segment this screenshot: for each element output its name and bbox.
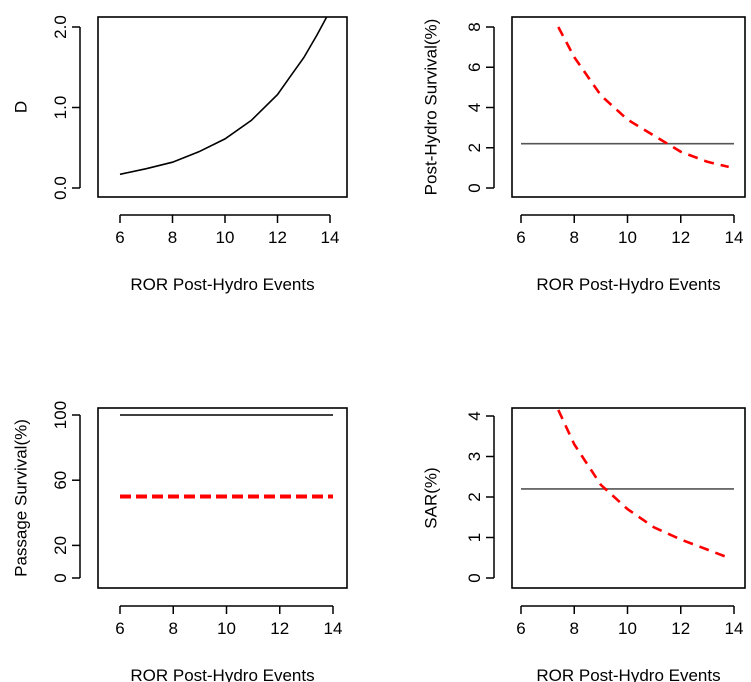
x-axis-label: ROR Post-Hydro Events (130, 275, 314, 294)
y-tick-label: 4 (465, 411, 484, 420)
x-tick-label: 12 (270, 619, 289, 638)
y-tick-label: 20 (51, 536, 70, 555)
series-line-2 (557, 409, 730, 560)
x-tick-label: 12 (671, 228, 690, 247)
y-tick-label: 0 (465, 573, 484, 582)
y-axis-label: Post-Hydro Survival(%) (421, 19, 440, 196)
x-axis-label: ROR Post-Hydro Events (536, 666, 720, 682)
y-tick-label: 8 (465, 22, 484, 31)
panel-1: 6 8 10 12 14 0.0 1.0 2.0 ROR Post-Hydro Events D (11, 15, 348, 294)
x-tick-label: 14 (324, 619, 343, 638)
x-tick-label: 10 (217, 619, 236, 638)
y-tick-label: 6 (465, 63, 484, 72)
y-tick-label: 0.0 (51, 176, 70, 200)
y-tick-label: 2.0 (51, 15, 70, 39)
x-tick-label: 6 (115, 228, 124, 247)
y-tick-label: 2 (465, 143, 484, 152)
y-tick-label: 100 (51, 401, 70, 429)
plot-frame (511, 407, 746, 589)
x-tick-label: 14 (725, 619, 744, 638)
x-tick-label: 8 (169, 619, 178, 638)
x-tick-label: 8 (570, 619, 579, 638)
panel-2: 6 8 10 12 14 0 2 4 6 8 ROR Post-Hydro Events Post-H… (421, 16, 746, 294)
plot-frame (97, 407, 348, 589)
y-tick-label: 0 (465, 183, 484, 192)
x-tick-label: 12 (268, 228, 287, 247)
x-tick-label: 14 (725, 228, 744, 247)
x-axis-label: ROR Post-Hydro Events (536, 275, 720, 294)
x-axis-label: ROR Post-Hydro Events (130, 666, 314, 682)
series-line-1 (119, 17, 328, 176)
y-tick-label: 0 (51, 573, 70, 582)
x-tick-label: 10 (618, 619, 637, 638)
series-line-2 (557, 26, 730, 169)
x-tick-label: 6 (516, 228, 525, 247)
y-tick-label: 3 (465, 452, 484, 461)
y-tick-label: 4 (465, 103, 484, 112)
x-tick-label: 6 (115, 619, 124, 638)
x-tick-label: 10 (216, 228, 235, 247)
panel-3: 6 8 10 12 14 0 20 60 100 ROR Post-Hydro Events Pas… (11, 401, 348, 682)
y-tick-label: 1.0 (51, 96, 70, 120)
plot-frame (97, 16, 348, 198)
x-tick-label: 6 (516, 619, 525, 638)
y-tick-label: 2 (465, 492, 484, 501)
plot-frame (511, 16, 746, 198)
x-tick-label: 14 (321, 228, 340, 247)
y-tick-label: 1 (465, 533, 484, 542)
y-axis-label: D (11, 101, 30, 113)
y-axis-label: SAR(%) (421, 467, 440, 528)
x-tick-label: 8 (570, 228, 579, 247)
x-tick-label: 10 (618, 228, 637, 247)
y-tick-label: 60 (51, 471, 70, 490)
x-tick-label: 8 (168, 228, 177, 247)
y-axis-label: Passage Survival(%) (11, 419, 30, 577)
x-tick-label: 12 (671, 619, 690, 638)
